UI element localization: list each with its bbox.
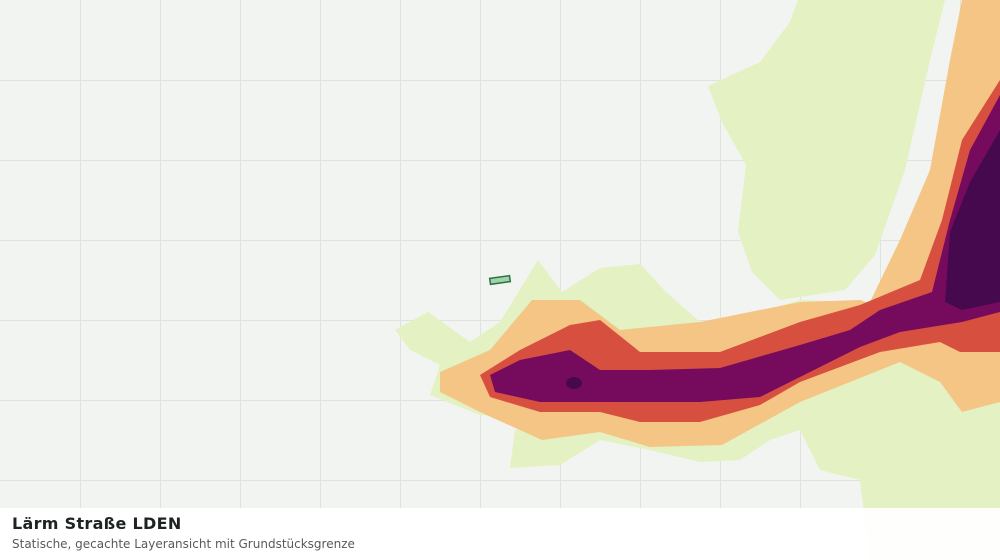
layer-subtitle: Statische, gecachte Layeransicht mit Gru… [12,537,355,551]
caption: Lärm Straße LDEN Statische, gecachte Lay… [0,508,1000,560]
noise-zone-extreme [566,130,1000,389]
parcel-boundary [488,274,512,286]
layer-title: Lärm Straße LDEN [12,514,182,533]
noise-zone-very-high [490,95,1000,402]
